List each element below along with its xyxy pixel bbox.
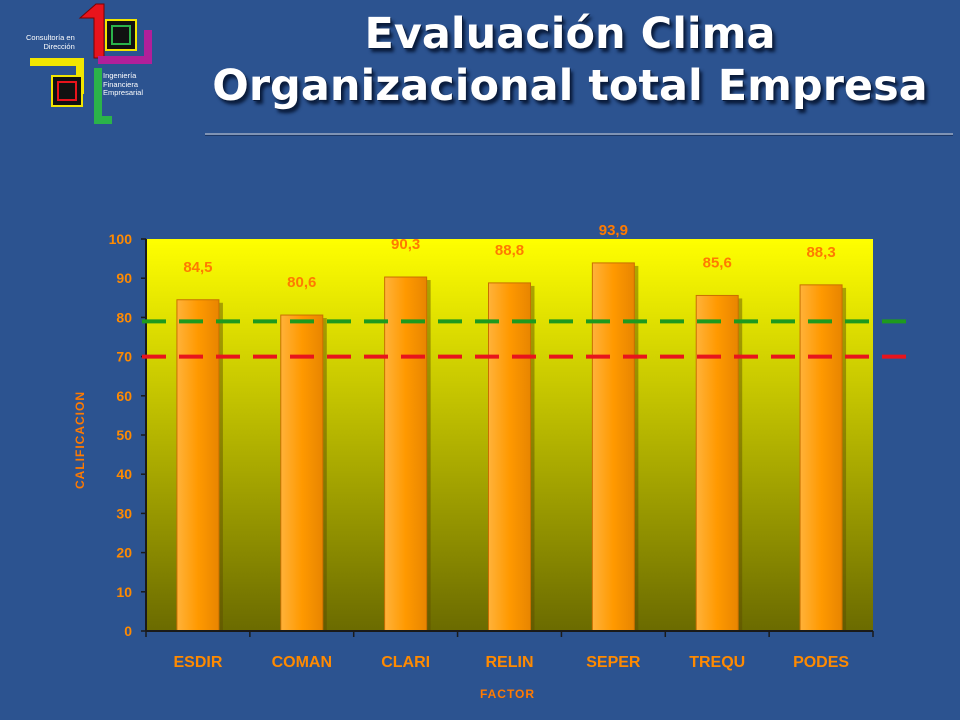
page-title-line1: Evaluación Clima xyxy=(364,9,776,59)
y-tick-label: 90 xyxy=(116,270,132,286)
y-tick-label: 20 xyxy=(116,545,132,561)
data-label-coman: 80,6 xyxy=(287,274,316,291)
company-logo: Consultoría en Dirección Ingeniería Fina… xyxy=(8,0,158,130)
data-label-relin: 88,8 xyxy=(495,242,524,259)
bar-seper xyxy=(591,262,635,632)
data-label-esdir: 84,5 xyxy=(183,259,212,276)
page-title-line2: Organizacional total Empresa xyxy=(212,61,928,111)
x-tick-label: ESDIR xyxy=(173,654,222,671)
bar-relin xyxy=(488,282,531,632)
y-tick-label: 10 xyxy=(116,584,132,600)
x-axis-title: FACTOR xyxy=(480,687,535,701)
y-axis-title: CALIFICACION xyxy=(73,391,87,489)
logo-text-bottom: Ingeniería Financiera Empresarial xyxy=(103,71,144,97)
data-label-clari: 90,3 xyxy=(391,236,420,253)
page-title: Evaluación Clima Organizacional total Em… xyxy=(200,8,940,112)
x-tick-label: TREQU xyxy=(689,654,745,671)
x-tick-label: CLARI xyxy=(381,654,430,671)
y-tick-label: 0 xyxy=(124,623,132,639)
y-tick-label: 60 xyxy=(116,388,132,404)
y-tick-label: 40 xyxy=(116,466,132,482)
bar-clari xyxy=(384,276,428,632)
data-label-seper: 93,9 xyxy=(599,222,628,239)
x-tick-label: COMAN xyxy=(272,654,332,671)
y-tick-label: 100 xyxy=(109,231,133,247)
x-tick-label: RELIN xyxy=(486,654,534,671)
y-tick-label: 80 xyxy=(116,309,132,325)
bar-coman xyxy=(280,314,324,632)
data-label-podes: 88,3 xyxy=(806,244,835,261)
y-tick-label: 70 xyxy=(116,349,132,365)
y-tick-label: 30 xyxy=(116,505,132,521)
bar-trequ xyxy=(695,294,739,632)
data-label-trequ: 85,6 xyxy=(703,254,732,271)
x-tick-label: PODES xyxy=(793,654,849,671)
title-divider xyxy=(205,133,953,135)
y-tick-label: 50 xyxy=(116,427,132,443)
bar-esdir xyxy=(176,299,220,632)
logo-text-top: Consultoría en Dirección xyxy=(26,33,75,51)
x-tick-label: SEPER xyxy=(586,654,641,671)
bar-podes xyxy=(799,284,843,632)
